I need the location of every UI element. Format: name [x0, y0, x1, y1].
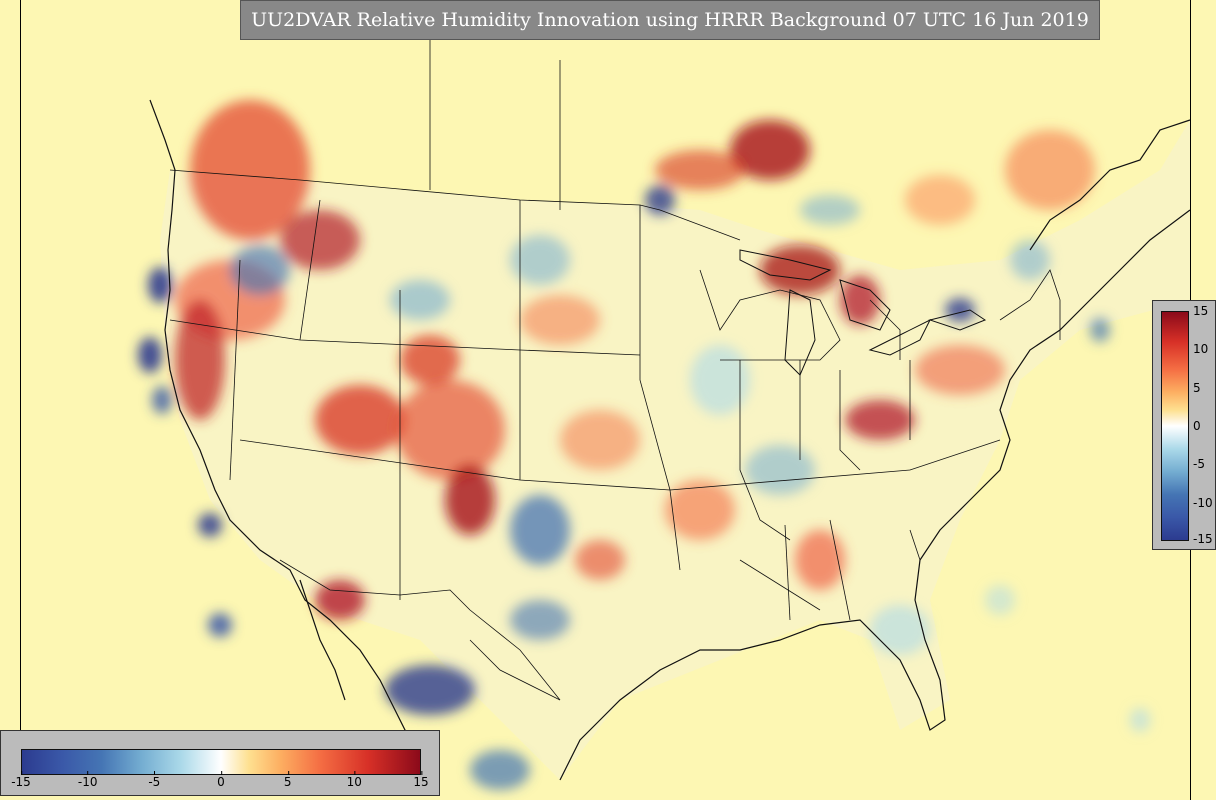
vcbar-tick: 5	[1193, 380, 1201, 395]
vertical-colorbar-gradient	[1161, 311, 1189, 541]
horizontal-colorbar: -15 -10 -5 0 5 10 15	[0, 730, 440, 796]
vcbar-tick: 0	[1193, 419, 1201, 433]
coastlines	[149, 99, 1191, 791]
hcbar-tick: -5	[148, 771, 161, 789]
vcbar-tick: 15	[1193, 304, 1209, 318]
vcbar-tick: -10	[1193, 495, 1213, 510]
map-frame-left	[20, 0, 21, 730]
vcbar-tick: 10	[1193, 342, 1209, 357]
hcbar-tick: 5	[283, 771, 292, 789]
hcbar-tick: -15	[11, 771, 31, 789]
vertical-colorbar: 15 10 5 0 -5 -10 -15	[1152, 300, 1216, 550]
hcbar-tick: -10	[77, 771, 98, 789]
vcbar-tick: -15	[1193, 532, 1213, 546]
hcbar-tick: 0	[217, 771, 225, 789]
vcbar-tick: -5	[1193, 457, 1205, 472]
hcbar-tick: 15	[413, 771, 429, 789]
innovation-field	[138, 100, 1150, 790]
great-lakes	[739, 249, 987, 376]
hcbar-tick: 10	[346, 771, 362, 789]
horizontal-colorbar-gradient	[21, 749, 421, 775]
map-title: UU2DVAR Relative Humidity Innovation usi…	[240, 0, 1100, 40]
borders	[169, 40, 1061, 701]
